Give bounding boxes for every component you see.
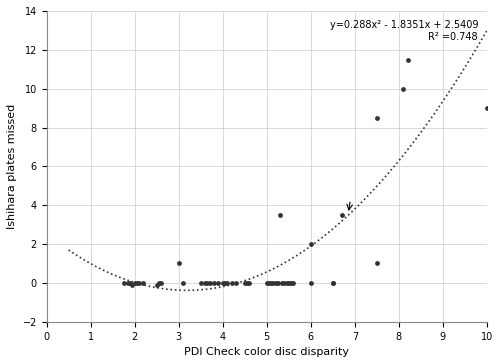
Point <box>223 280 231 286</box>
Point <box>278 280 286 286</box>
Point <box>243 280 251 286</box>
Point <box>400 86 407 92</box>
Point <box>157 280 165 286</box>
Point <box>135 280 143 286</box>
Point <box>329 280 337 286</box>
Y-axis label: Ishihara plates missed: Ishihara plates missed <box>7 104 17 229</box>
Point <box>232 280 240 286</box>
Point <box>155 280 163 286</box>
Point <box>265 280 273 286</box>
Point <box>289 280 297 286</box>
Point <box>240 280 248 286</box>
Point <box>272 280 280 286</box>
Point <box>280 280 288 286</box>
Text: y=0.288x² - 1.8351x + 2.5409
R² =0.748: y=0.288x² - 1.8351x + 2.5409 R² =0.748 <box>330 20 478 42</box>
Point <box>204 280 212 286</box>
Point <box>263 280 271 286</box>
Point <box>276 212 284 218</box>
Point <box>126 280 134 286</box>
Point <box>152 282 160 288</box>
Point <box>140 280 147 286</box>
Point <box>130 280 138 286</box>
Point <box>214 280 222 286</box>
Point <box>285 280 293 286</box>
Point <box>287 280 295 286</box>
Point <box>270 280 278 286</box>
Point <box>174 261 182 266</box>
Point <box>124 280 132 286</box>
Point <box>404 56 411 62</box>
Point <box>128 282 136 288</box>
Point <box>282 280 290 286</box>
Point <box>133 280 141 286</box>
Point <box>483 105 491 111</box>
Point <box>206 280 214 286</box>
Point <box>274 280 282 286</box>
Point <box>179 280 187 286</box>
Point <box>245 280 253 286</box>
Point <box>373 115 381 121</box>
Point <box>218 280 226 286</box>
Point <box>373 261 381 266</box>
Point <box>329 280 337 286</box>
Point <box>210 280 218 286</box>
Point <box>201 280 209 286</box>
Point <box>196 280 204 286</box>
Point <box>120 280 128 286</box>
Point <box>307 241 315 247</box>
Point <box>307 280 315 286</box>
Point <box>267 280 275 286</box>
Point <box>338 212 345 218</box>
Point <box>228 280 235 286</box>
X-axis label: PDI Check color disc disparity: PDI Check color disc disparity <box>184 347 350 357</box>
Point <box>221 280 229 286</box>
